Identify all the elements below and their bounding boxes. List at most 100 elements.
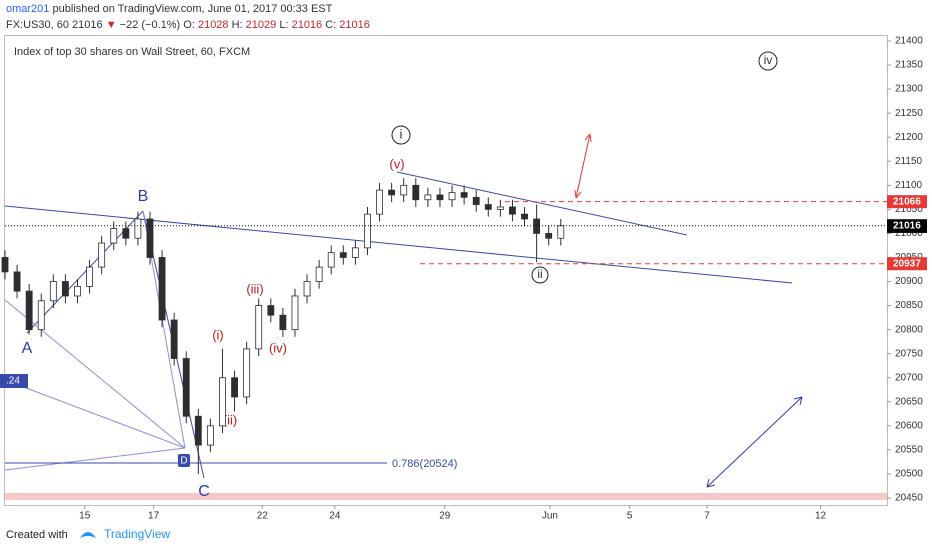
- candle-body: [86, 266, 93, 287]
- price-label: 21016: [893, 220, 921, 231]
- price-label: 21066: [893, 196, 921, 207]
- arrow-line: [575, 133, 591, 199]
- l: 21016: [292, 19, 323, 31]
- annotation: D: [180, 456, 187, 467]
- candle-body: [122, 228, 130, 239]
- price-badge: [887, 257, 927, 271]
- header-line-2: FX:US30, 60 21016 ▼ −22 (−0.1%) O: 21028…: [6, 19, 370, 31]
- y-tick-label: 20450: [895, 493, 923, 504]
- candle-body: [291, 295, 299, 331]
- annotation: i: [400, 126, 403, 141]
- x-tick-label: 17: [148, 511, 160, 522]
- fan-line: [4, 447, 186, 471]
- annotation: iv: [764, 53, 773, 67]
- y-tick-label: 21100: [895, 180, 923, 191]
- annotation: A: [22, 340, 33, 357]
- y-tick-label: 20800: [895, 324, 923, 335]
- published: published on TradingView.com, June 01, 2…: [52, 3, 332, 15]
- price-label: 20937: [893, 258, 921, 269]
- countdown: 26:40: [894, 236, 919, 247]
- y-tick-label: 21350: [895, 60, 923, 71]
- candle-body: [182, 358, 190, 417]
- candle-body: [364, 213, 371, 249]
- symbol: FX:US30, 60: [6, 19, 69, 31]
- l-label: L:: [279, 19, 288, 31]
- wave-circle: [531, 266, 549, 284]
- h: 21029: [246, 19, 277, 31]
- logo: [80, 532, 96, 538]
- candle-body: [49, 281, 57, 302]
- y-tick-label: 21250: [895, 108, 923, 119]
- candle-body: [110, 228, 118, 244]
- annotation: 0.786(20524): [392, 458, 457, 470]
- candle-body: [170, 319, 178, 359]
- annotation: (iv): [269, 340, 287, 355]
- footer-text: Created with: [6, 529, 68, 541]
- candle-body: [13, 271, 21, 292]
- candle-body: [496, 206, 504, 210]
- y-tick-label: 21200: [895, 132, 923, 143]
- candle-body: [255, 305, 263, 350]
- y-tick-label: 21050: [895, 204, 923, 215]
- candle-body: [74, 285, 81, 297]
- candle-body: [376, 189, 383, 215]
- level-badge: [0, 374, 28, 388]
- y-tick-label: 20600: [895, 420, 923, 431]
- wave-circle: [391, 125, 411, 145]
- candle-body: [412, 184, 420, 201]
- y-tick-label: 20750: [895, 348, 923, 359]
- trend-line: [396, 171, 688, 236]
- arrow-head: [706, 396, 803, 488]
- price-badge: [887, 219, 927, 233]
- candle-body: [231, 377, 238, 398]
- candle-body: [61, 281, 69, 297]
- candle-body: [448, 192, 456, 201]
- y-tick-label: 21000: [895, 228, 923, 239]
- x-tick-label: 7: [704, 511, 710, 522]
- candle-body: [37, 300, 45, 331]
- annotation: (iii): [246, 281, 263, 296]
- x-tick-label: 29: [439, 511, 451, 522]
- y-tick-label: 21400: [895, 36, 923, 47]
- annotation: .24: [6, 376, 20, 387]
- y-tick-label: 20550: [895, 445, 923, 456]
- o: 21028: [198, 19, 229, 31]
- candle-body: [279, 314, 287, 331]
- y-tick-label: 20500: [895, 469, 923, 480]
- y-tick-label: 20700: [895, 372, 923, 383]
- arrow-head: [574, 133, 592, 199]
- candle-body: [521, 213, 528, 220]
- x-tick-label: 24: [329, 511, 341, 522]
- candle-body: [509, 206, 516, 215]
- y-tick-label: 20650: [895, 396, 923, 407]
- author: omar201: [6, 3, 49, 15]
- candle-body: [351, 247, 359, 258]
- y-tick-label: 21300: [895, 84, 923, 95]
- c-label: C:: [325, 19, 336, 31]
- fan-line: [4, 379, 186, 449]
- annotation: B: [138, 188, 149, 205]
- candle-body: [545, 233, 553, 239]
- change: −22 (−0.1%): [120, 19, 181, 31]
- last: 21016: [72, 19, 103, 31]
- annotation: (ii): [223, 412, 237, 427]
- wave-circle: [758, 51, 778, 71]
- point-badge: [178, 454, 190, 467]
- candle-body: [25, 290, 33, 331]
- candle-body: [267, 305, 275, 316]
- o-label: O:: [183, 19, 195, 31]
- annotation: (i): [212, 327, 224, 342]
- candle-body: [243, 348, 251, 398]
- y-tick-label: 21150: [895, 156, 923, 167]
- annotation: (v): [389, 156, 404, 171]
- candle-body: [158, 257, 166, 321]
- y-tick-label: 20900: [895, 276, 923, 287]
- candle-body: [315, 266, 323, 282]
- footer-brand: TradingView: [104, 527, 170, 541]
- candle-body: [194, 415, 202, 446]
- fan-line: [4, 299, 186, 449]
- candle-body: [134, 218, 142, 239]
- candle-body: [472, 196, 480, 205]
- candle-body: [339, 252, 347, 258]
